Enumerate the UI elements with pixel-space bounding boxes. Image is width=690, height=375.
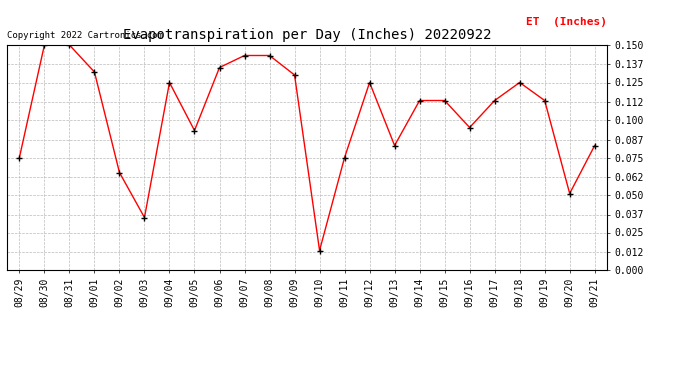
Title: Evapotranspiration per Day (Inches) 20220922: Evapotranspiration per Day (Inches) 2022… [123, 28, 491, 42]
Text: ET  (Inches): ET (Inches) [526, 17, 607, 27]
Text: Copyright 2022 Cartronics.com: Copyright 2022 Cartronics.com [7, 32, 163, 40]
